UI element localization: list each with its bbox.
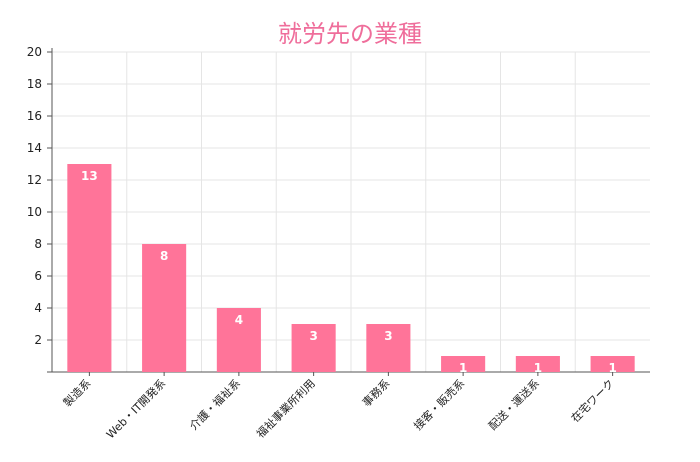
data-label: 4 bbox=[235, 313, 243, 327]
y-tick-label: 14 bbox=[27, 141, 42, 155]
x-tick-label: 接客・販売系 bbox=[411, 376, 468, 433]
bar bbox=[366, 324, 411, 372]
bar bbox=[515, 356, 560, 372]
bar bbox=[441, 356, 486, 372]
labels: 246810121416182013製造系8Web・IT開発系4介護・福祉系3福… bbox=[27, 45, 617, 441]
x-tick-label: 福祉事業所利用 bbox=[253, 376, 317, 440]
bar bbox=[142, 244, 187, 372]
x-tick-label: Web・IT開発系 bbox=[103, 376, 168, 441]
bars bbox=[67, 164, 635, 372]
data-label: 13 bbox=[81, 169, 98, 183]
data-label: 3 bbox=[309, 329, 317, 343]
bar bbox=[216, 308, 261, 372]
data-label: 1 bbox=[534, 361, 542, 375]
y-tick-label: 6 bbox=[34, 269, 42, 283]
x-tick-label: 配送・運送系 bbox=[485, 376, 542, 433]
data-label: 1 bbox=[608, 361, 616, 375]
y-tick-label: 12 bbox=[27, 173, 42, 187]
bar bbox=[67, 164, 112, 372]
data-label: 8 bbox=[160, 249, 168, 263]
y-tick-label: 18 bbox=[27, 77, 42, 91]
y-tick-label: 16 bbox=[27, 109, 42, 123]
bar bbox=[590, 356, 635, 372]
y-tick-label: 10 bbox=[27, 205, 42, 219]
y-tick-label: 4 bbox=[34, 301, 42, 315]
bar bbox=[291, 324, 336, 372]
x-tick-label: 事務系 bbox=[359, 376, 392, 409]
y-tick-label: 2 bbox=[34, 333, 42, 347]
data-label: 1 bbox=[459, 361, 467, 375]
y-tick-label: 8 bbox=[34, 237, 42, 251]
x-tick-label: 在宅ワーク bbox=[568, 376, 617, 425]
data-label: 3 bbox=[384, 329, 392, 343]
x-tick-label: 介護・福祉系 bbox=[186, 376, 243, 433]
x-tick-label: 製造系 bbox=[60, 376, 93, 409]
y-tick-label: 20 bbox=[27, 45, 42, 59]
grid-lines bbox=[52, 51, 650, 372]
chart-title: 就労先の業種 bbox=[278, 20, 422, 48]
